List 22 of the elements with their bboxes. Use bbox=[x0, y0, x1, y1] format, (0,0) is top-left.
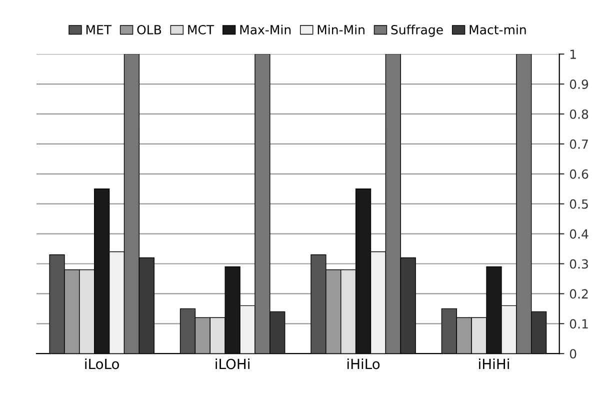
y-tick-label: 1 bbox=[570, 50, 576, 59]
legend-label: OLB bbox=[137, 24, 162, 34]
y-tick-label: 0.9 bbox=[570, 80, 588, 89]
legend-label: Max-Min bbox=[240, 24, 291, 34]
x-tick-label: iLoLo bbox=[85, 358, 119, 370]
x-tick-label: iHiHi bbox=[479, 358, 509, 370]
y-tick-label: 0.3 bbox=[570, 259, 588, 269]
y-tick-label: 0.6 bbox=[570, 169, 588, 179]
y-tick-label: 0.7 bbox=[570, 139, 588, 149]
y-tick-label: 0.5 bbox=[570, 199, 588, 209]
legend-label: Min-Min bbox=[318, 24, 364, 34]
y-tick-label: 0.4 bbox=[570, 229, 588, 239]
y-tick-label: 0.1 bbox=[570, 319, 588, 329]
legend-label: MCT bbox=[188, 24, 214, 34]
y-tick-label: 0.8 bbox=[570, 109, 588, 119]
x-tick-label: iLOHi bbox=[216, 358, 250, 370]
x-tick-label: iHiLo bbox=[348, 358, 380, 370]
legend-label: Suffrage bbox=[391, 24, 443, 37]
y-tick-label: 0.2 bbox=[570, 289, 588, 299]
legend-label: Mact-min bbox=[470, 24, 526, 34]
y-tick-label: 0 bbox=[570, 349, 576, 359]
legend-label: MET bbox=[86, 25, 112, 34]
